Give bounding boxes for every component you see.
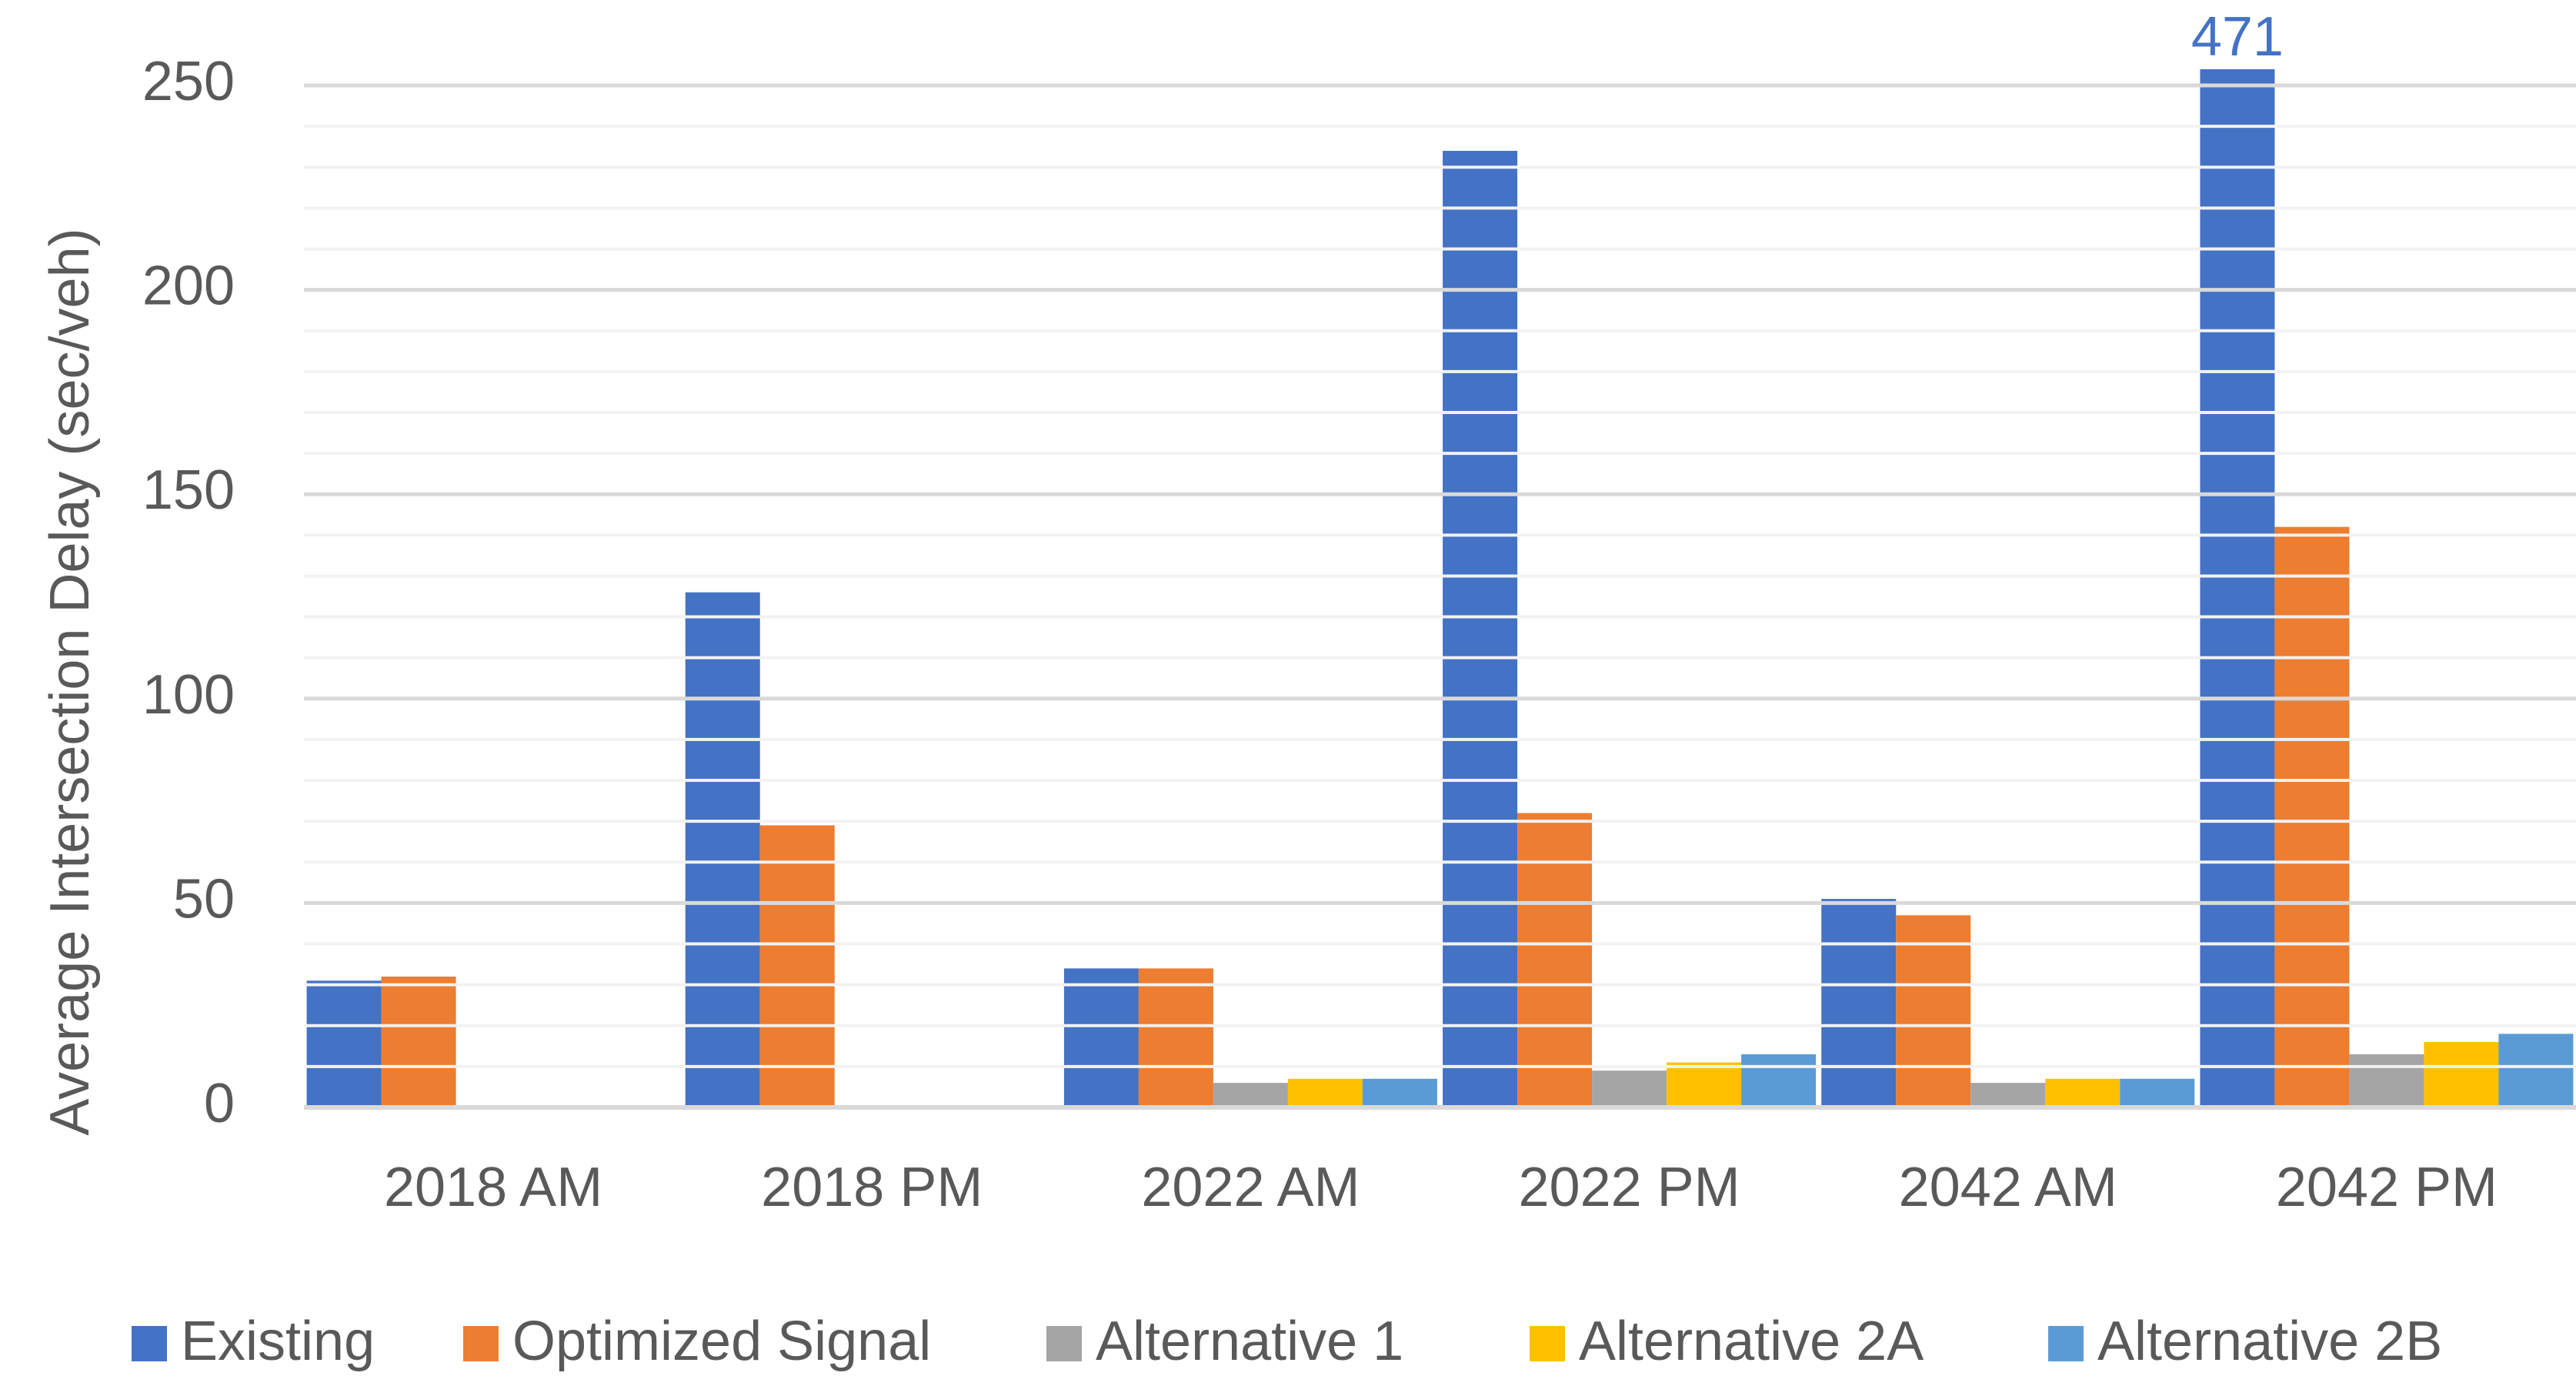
bar: [2200, 69, 2275, 1107]
bar: [2274, 526, 2350, 1107]
legend-label: Alternative 2A: [1579, 1311, 1924, 1372]
legend-swatch: [1530, 1326, 1565, 1361]
x-tick-label: 2042 PM: [2276, 1157, 2498, 1218]
bar: [2424, 1042, 2499, 1107]
legend-label: Existing: [181, 1311, 375, 1372]
bar: [685, 592, 760, 1107]
legend-label: Alternative 1: [1096, 1311, 1403, 1372]
bar: [1362, 1078, 1437, 1107]
bar: [1443, 150, 1518, 1108]
bar: [1063, 968, 1139, 1107]
bar: [1592, 1070, 1667, 1107]
x-tick-label: 2022 AM: [1141, 1157, 1360, 1218]
bar: [2498, 1034, 2574, 1107]
y-tick-label: 250: [142, 51, 235, 112]
legend-swatch: [1046, 1326, 1082, 1361]
legend-swatch: [132, 1326, 167, 1361]
y-axis-label: Average Intersection Delay (sec/veh): [39, 228, 101, 1135]
legend-label: Optimized Signal: [512, 1311, 931, 1372]
bar: [1741, 1054, 1817, 1107]
bar: [1896, 915, 1971, 1107]
bar: [1287, 1078, 1363, 1107]
bar: [1213, 1083, 1288, 1107]
plot-area: [306, 69, 2574, 1108]
bar: [1667, 1062, 1742, 1107]
x-tick-label: 2022 PM: [1518, 1157, 1740, 1218]
bar: [306, 980, 382, 1107]
legend-swatch: [2048, 1326, 2084, 1361]
y-tick-label: 0: [204, 1073, 235, 1134]
bar: [1821, 899, 1897, 1107]
bar: [2120, 1078, 2195, 1107]
y-tick-label: 150: [142, 459, 235, 521]
bar: [1970, 1083, 2046, 1107]
y-tick-label: 200: [142, 255, 235, 317]
x-tick-label: 2018 PM: [761, 1157, 983, 1218]
bar: [1138, 968, 1213, 1107]
legend-label: Alternative 2B: [2097, 1311, 2442, 1372]
bar: [1517, 813, 1593, 1107]
x-tick-label: 2018 AM: [384, 1157, 602, 1218]
bar: [381, 977, 456, 1107]
y-tick-label: 100: [142, 664, 235, 726]
x-tick-label: 2042 AM: [1899, 1157, 2117, 1218]
bar: [2045, 1078, 2121, 1107]
legend-swatch: [463, 1326, 499, 1361]
bar: [759, 825, 835, 1107]
bar: [2349, 1054, 2424, 1107]
y-tick-label: 50: [173, 868, 235, 930]
data-label: 471: [2191, 6, 2284, 68]
